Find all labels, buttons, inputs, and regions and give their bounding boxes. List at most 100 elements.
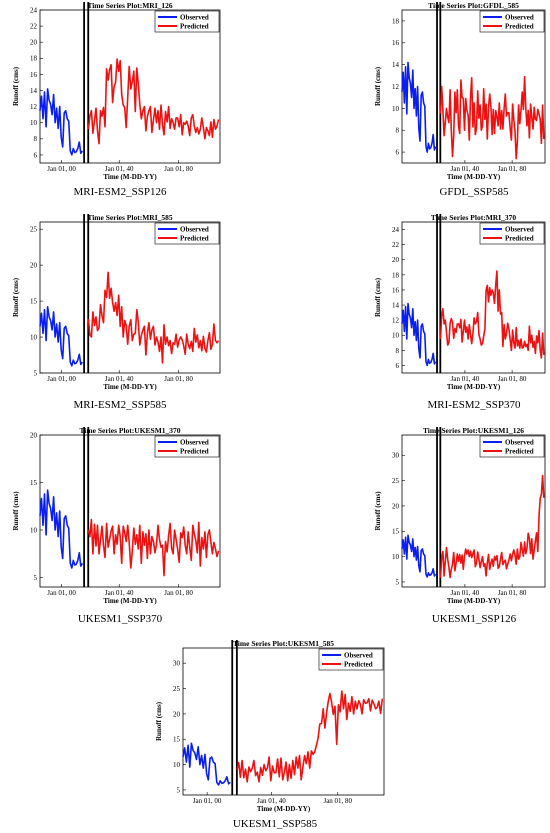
y-tick-label: 10 — [30, 119, 38, 127]
y-axis-label: Runoff (cms) — [374, 491, 382, 531]
legend-label: Predicted — [505, 22, 534, 30]
predicted-series-line — [87, 271, 220, 364]
x-tick-label: Jan 01, 40 — [451, 165, 480, 173]
observed-series-line — [182, 742, 231, 786]
y-tick-label: 30 — [392, 452, 400, 460]
chart-panel: Time Series Plot:UKESM1_370 5 10 15 20 Jan 01… — [12, 426, 221, 625]
y-tick-label: 6 — [34, 151, 38, 159]
y-tick-label: 22 — [30, 23, 38, 31]
y-axis-label: Runoff (cms) — [12, 491, 20, 531]
x-tick-label: Jan 01, 80 — [323, 797, 352, 805]
x-tick-label: Jan 01, 80 — [498, 589, 527, 597]
y-tick-label: 14 — [30, 87, 38, 95]
x-tick-label: Jan 01, 00 — [193, 797, 222, 805]
y-tick-label: 25 — [392, 477, 400, 485]
chart-panel: Time Series Plot:MRI_585 5 10 15 20 25 Jan 01,… — [12, 213, 221, 411]
x-tick-label: Jan 01, 40 — [105, 375, 134, 383]
plot-frame — [39, 221, 221, 374]
predicted-series-line — [236, 690, 384, 783]
y-tick-label: 8 — [34, 135, 38, 143]
y-tick-label: 20 — [30, 39, 38, 47]
x-axis-label: Time (M-DD-YY) — [447, 383, 501, 391]
y-tick-label: 24 — [30, 6, 38, 14]
chart-title: Time Series Plot:MRI_126 — [87, 1, 173, 10]
y-tick-label: 24 — [392, 226, 400, 234]
x-tick-label: Jan 01, 40 — [257, 797, 286, 805]
panel-caption: UKESM1_SSP370 — [78, 613, 163, 625]
chart-panel: Time Series Plot:MRI_126 6 8 10 12 14 16 18 20 22… — [12, 1, 221, 198]
y-tick-label: 10 — [392, 553, 400, 561]
x-axis-label: Time (M-DD-YY) — [103, 383, 157, 391]
y-tick-label: 6 — [396, 148, 400, 156]
y-tick-label: 15 — [30, 297, 38, 305]
y-tick-label: 20 — [30, 431, 38, 439]
x-tick-label: Jan 01, 80 — [164, 375, 193, 383]
panel-caption: UKESM1_SSP585 — [233, 818, 318, 830]
chart-title: Time Series Plot:MRI_370 — [431, 213, 517, 222]
legend-label: Observed — [180, 13, 209, 21]
y-tick-label: 8 — [396, 347, 400, 355]
legend-label: Predicted — [344, 660, 373, 668]
y-tick-label: 14 — [392, 301, 400, 309]
chart-title: Time Series Plot:UKESM1_370 — [79, 426, 180, 435]
chart-panel: Time Series Plot:GFDL_585 6 8 10 12 14 16 18 Jan… — [374, 1, 546, 198]
y-axis-label: Runoff (cms) — [12, 66, 20, 106]
y-tick-label: 10 — [30, 526, 38, 534]
panel-caption: GFDL_SSP585 — [439, 186, 509, 198]
y-tick-label: 10 — [173, 761, 181, 769]
y-tick-label: 22 — [392, 241, 400, 249]
y-tick-label: 15 — [392, 528, 400, 536]
chart-title: Time Series Plot:GFDL_585 — [428, 1, 519, 10]
y-tick-label: 16 — [30, 71, 38, 79]
x-tick-label: Jan 01, 40 — [105, 165, 134, 173]
plot-frame — [401, 221, 546, 374]
observed-series-line — [39, 305, 84, 367]
legend-label: Observed — [505, 13, 534, 21]
y-axis-label: Runoff (cms) — [155, 701, 163, 741]
legend-label: Predicted — [180, 234, 209, 242]
chart-title: Time Series Plot:UKESM1_585 — [233, 639, 334, 648]
x-tick-label: Jan 01, 00 — [47, 375, 76, 383]
legend-label: Predicted — [505, 447, 534, 455]
y-tick-label: 14 — [392, 61, 400, 69]
x-tick-label: Jan 01, 40 — [105, 589, 134, 597]
y-tick-label: 20 — [173, 710, 181, 718]
y-tick-label: 12 — [30, 103, 38, 111]
y-tick-label: 10 — [392, 105, 400, 113]
y-tick-label: 15 — [30, 479, 38, 487]
observed-series-line — [401, 534, 437, 578]
plot-frame — [401, 434, 546, 588]
y-axis-label: Runoff (cms) — [374, 66, 382, 106]
legend-label: Predicted — [180, 22, 209, 30]
y-tick-label: 6 — [396, 362, 400, 370]
y-tick-label: 25 — [30, 226, 38, 234]
y-tick-label: 5 — [396, 578, 400, 586]
x-axis-label: Time (M-DD-YY) — [103, 173, 157, 181]
y-tick-label: 10 — [30, 333, 38, 341]
y-tick-label: 20 — [392, 256, 400, 264]
x-tick-label: Jan 01, 40 — [451, 589, 480, 597]
panel-caption: UKESM1_SSP126 — [432, 613, 517, 625]
observed-series-line — [39, 489, 84, 569]
y-tick-label: 5 — [34, 369, 38, 377]
legend-label: Predicted — [505, 234, 534, 242]
chart-panel: Time Series Plot:MRI_370 6 8 10 12 14 16 18 20 22… — [374, 213, 546, 411]
predicted-series-line — [439, 75, 545, 160]
predicted-series-line — [87, 58, 220, 145]
y-tick-label: 25 — [173, 685, 181, 693]
predicted-series-line — [439, 270, 545, 359]
y-tick-label: 20 — [392, 502, 400, 510]
predicted-series-line — [439, 474, 545, 579]
chart-panel: Time Series Plot:UKESM1_585 5 10 15 20 25 30 Ja… — [155, 639, 385, 830]
x-axis-label: Time (M-DD-YY) — [447, 597, 501, 605]
legend-label: Observed — [180, 225, 209, 233]
panel-caption: MRI-ESM2_SSP126 — [74, 186, 167, 198]
x-tick-label: Jan 01, 40 — [451, 375, 480, 383]
y-tick-label: 12 — [392, 317, 400, 325]
chart-title: Time Series Plot:MRI_585 — [87, 213, 173, 222]
predicted-series-line — [87, 518, 220, 577]
legend-label: Observed — [344, 651, 373, 659]
y-tick-label: 16 — [392, 286, 400, 294]
x-tick-label: Jan 01, 80 — [498, 165, 527, 173]
